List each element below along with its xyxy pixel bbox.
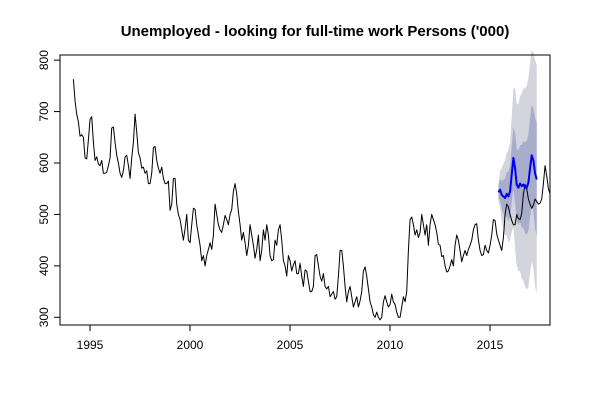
y-tick-label: 600 <box>37 153 51 173</box>
x-tick-label: 2015 <box>477 338 504 352</box>
series-line-forecast <box>497 154 538 199</box>
y-tick-label: 300 <box>37 307 51 327</box>
plot-frame <box>59 54 551 326</box>
y-tick-label: 400 <box>37 256 51 276</box>
y-tick-label: 800 <box>37 50 51 70</box>
forecast-intervals <box>498 49 537 294</box>
chart-title: Unemployed - looking for full-time work … <box>121 23 510 40</box>
x-tick-label: 2000 <box>177 338 204 352</box>
y-tick-label: 700 <box>37 101 51 121</box>
x-tick-label: 2005 <box>277 338 304 352</box>
series-lines <box>72 79 551 321</box>
x-tick-label: 2010 <box>377 338 404 352</box>
series-line-history <box>72 79 551 321</box>
y-tick-label: 500 <box>37 204 51 224</box>
x-tick-label: 1995 <box>77 338 104 352</box>
axes: 1995 2000 2005 2010 2015 300 400 500 600 700 800 <box>37 50 551 352</box>
band-interval-80 <box>498 104 537 237</box>
